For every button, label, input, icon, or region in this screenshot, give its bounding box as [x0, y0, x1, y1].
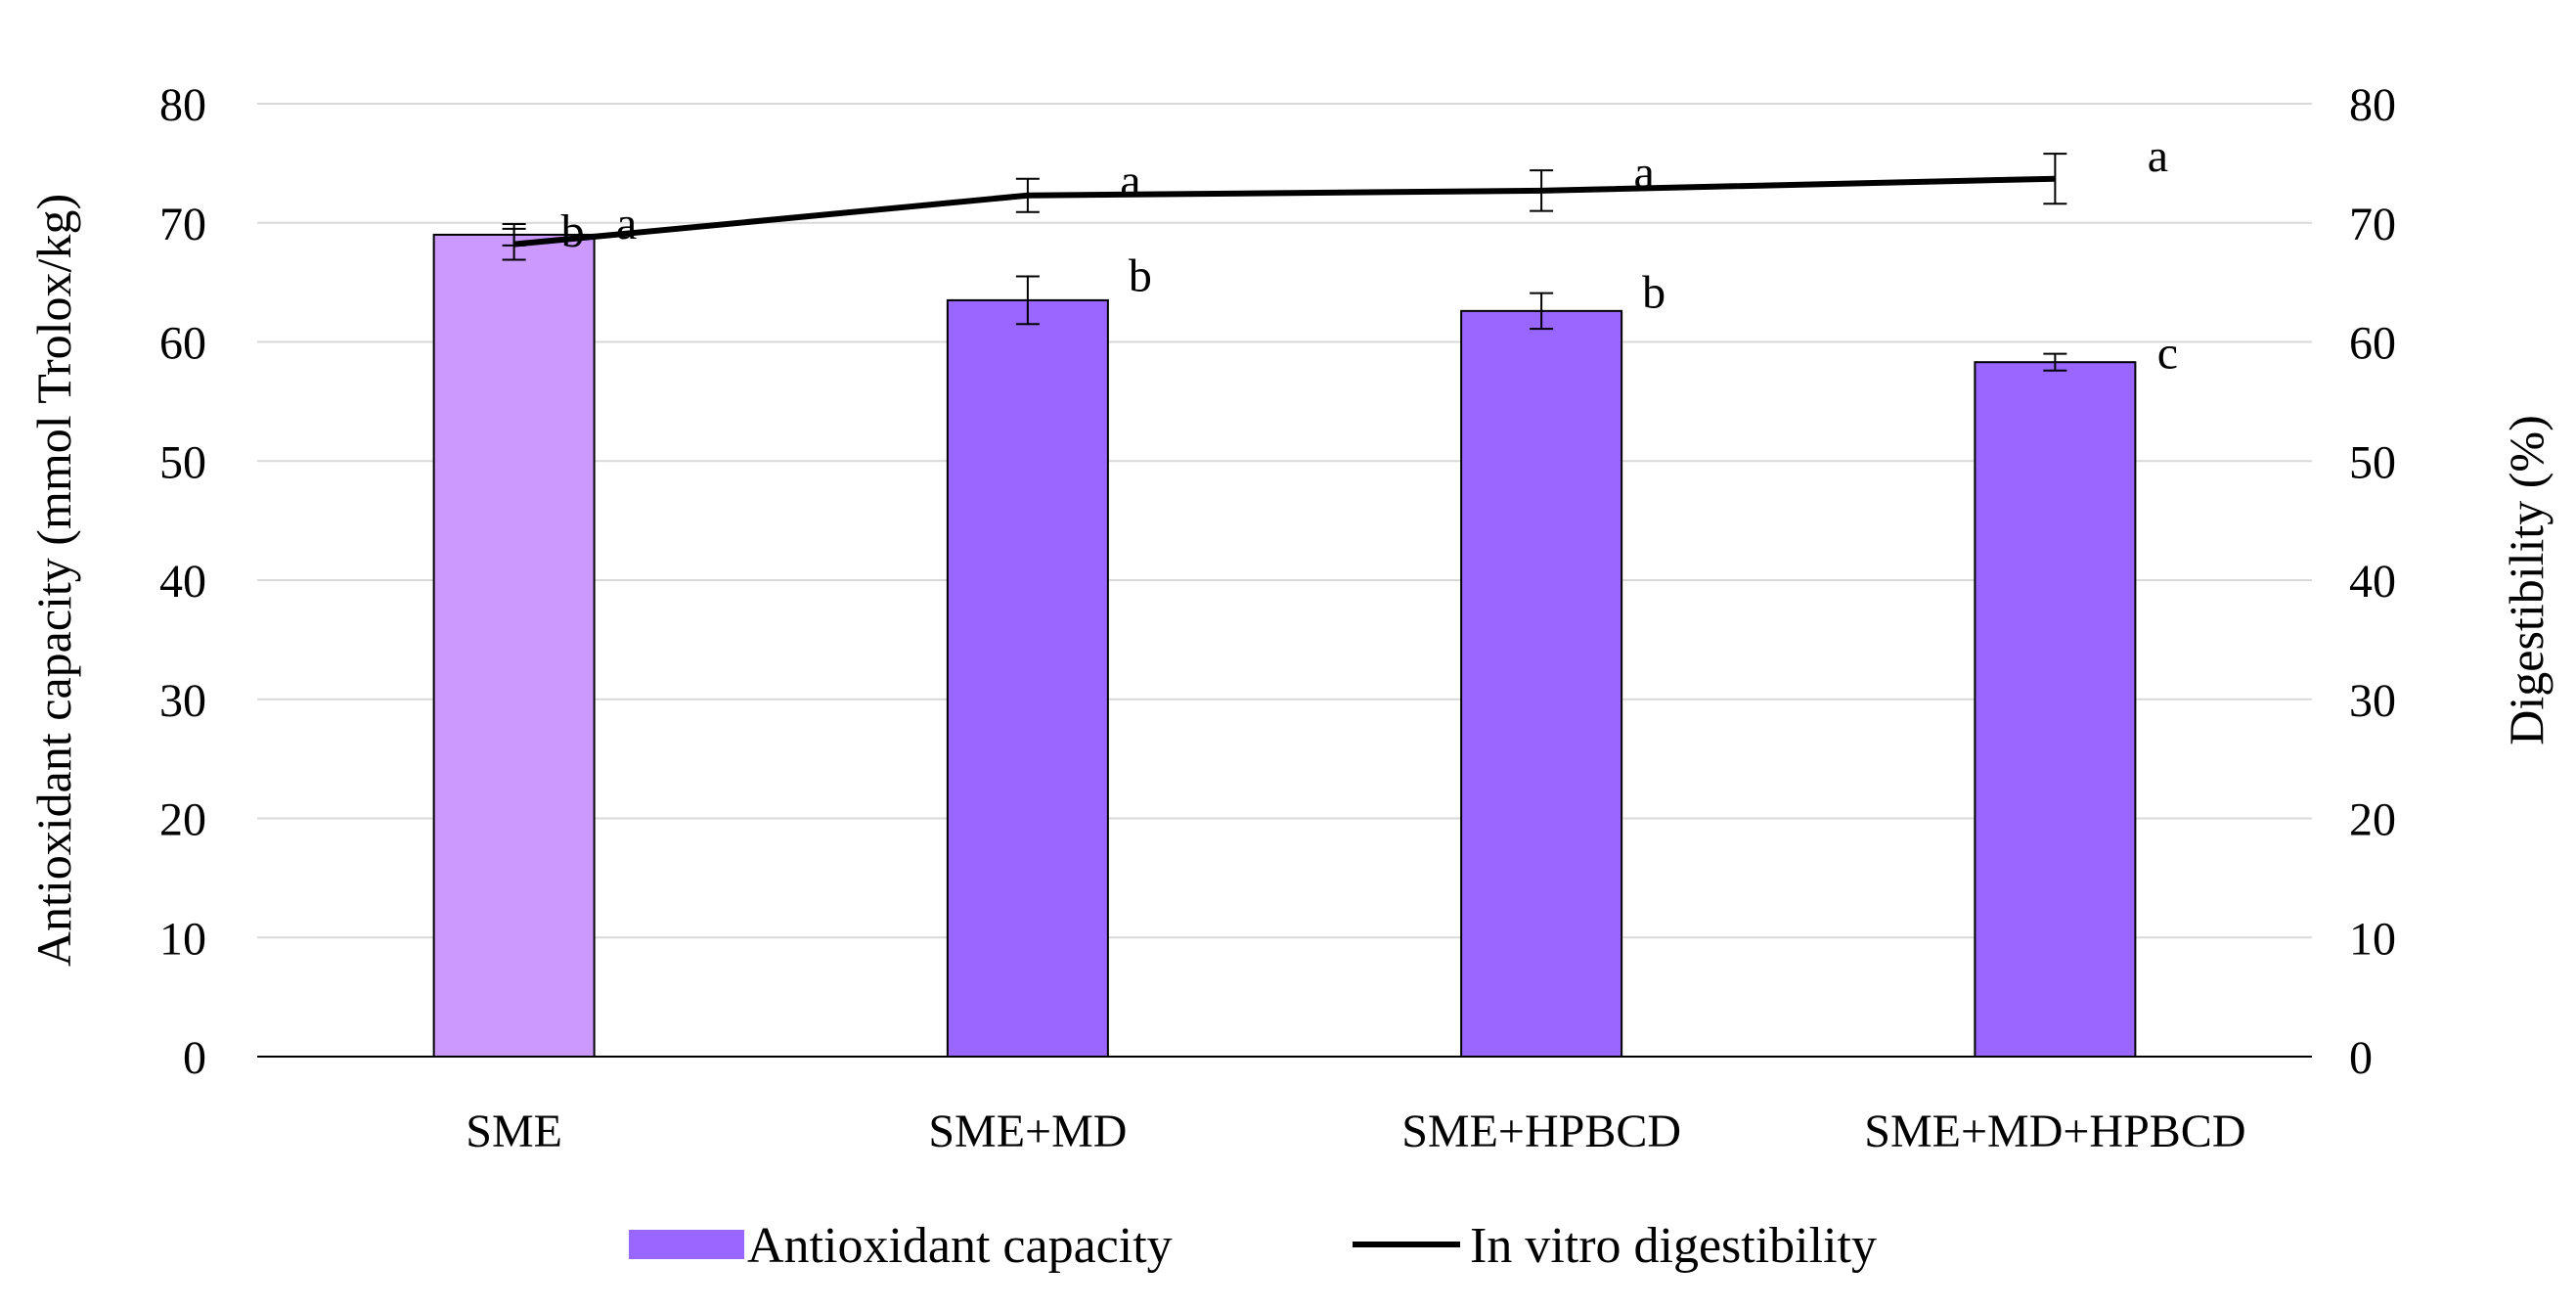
y2-tick-label: 10: [2349, 913, 2396, 965]
y-tick-label: 30: [159, 675, 206, 727]
x-category-label: SME+MD+HPBCD: [1864, 1106, 2245, 1157]
digestibility-line: [513, 175, 2056, 248]
legend-label-antioxidant: Antioxidant capacity: [747, 1218, 1173, 1274]
y-tick-label: 0: [183, 1032, 206, 1084]
y-tick-label: 20: [159, 794, 206, 846]
y-tick-label: 60: [159, 318, 206, 370]
y2-tick-label: 20: [2349, 794, 2396, 846]
bar: [432, 233, 596, 1059]
y-tick-label: 50: [159, 436, 206, 488]
y-tick-label: 10: [159, 913, 206, 965]
y2-tick-label: 80: [2349, 79, 2396, 131]
bar: [946, 298, 1109, 1058]
x-category-label: SME+MD: [928, 1106, 1127, 1157]
y2-axis-title: Digestibility (%): [2499, 415, 2554, 745]
y2-tick-label: 60: [2349, 318, 2396, 370]
bar-significance-label: b: [1642, 267, 1666, 319]
x-category-label: SME: [466, 1106, 562, 1157]
bar-significance-label: b: [1129, 250, 1152, 302]
bar: [1974, 361, 2137, 1058]
y2-tick-label: 40: [2349, 556, 2396, 608]
y2-tick-label: 30: [2349, 675, 2396, 727]
y-tick-label: 70: [159, 199, 206, 250]
y-axis-title: Antioxidant capacity (mmol Trolox/kg): [26, 194, 81, 967]
y2-tick-label: 50: [2349, 436, 2396, 488]
x-category-label: SME+HPBCD: [1401, 1106, 1681, 1157]
line-significance-label: a: [2148, 130, 2168, 182]
line-series: [502, 153, 2067, 261]
gridlines: [257, 103, 2312, 939]
bar-significance-label: a: [616, 198, 637, 249]
legend: Antioxidant capacity In vitro digestibili…: [629, 1218, 1877, 1274]
bar-series: [432, 222, 2137, 1059]
line-significance-label: b: [561, 205, 585, 257]
line-significance-label: a: [1120, 156, 1140, 207]
legend-label-digestibility: In vitro digestibility: [1470, 1218, 1877, 1274]
y2-tick-label: 0: [2349, 1032, 2373, 1084]
bar: [1460, 309, 1623, 1059]
legend-swatch-bar: [629, 1230, 744, 1259]
bar-significance-label: c: [2157, 328, 2178, 380]
y-tick-label: 40: [159, 556, 206, 608]
y2-tick-label: 70: [2349, 199, 2396, 250]
y-tick-label: 80: [159, 79, 206, 131]
line-significance-label: a: [1633, 147, 1654, 199]
